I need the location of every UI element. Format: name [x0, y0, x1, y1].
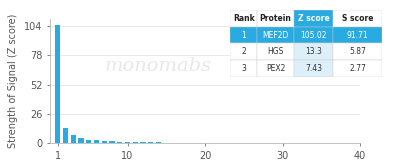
- Text: Protein: Protein: [260, 14, 292, 23]
- Bar: [294, 27, 333, 43]
- Bar: [117, 142, 122, 143]
- Bar: [125, 142, 130, 143]
- Bar: [230, 43, 257, 60]
- Bar: [70, 135, 76, 143]
- Bar: [230, 60, 257, 77]
- Text: 3: 3: [241, 64, 246, 73]
- Bar: [156, 142, 161, 143]
- Text: 2: 2: [241, 47, 246, 56]
- Bar: [333, 43, 382, 60]
- Bar: [132, 142, 138, 143]
- Bar: [164, 142, 169, 143]
- Text: 5.87: 5.87: [349, 47, 366, 56]
- Text: 91.71: 91.71: [347, 31, 368, 39]
- Bar: [148, 142, 154, 143]
- Bar: [230, 10, 257, 27]
- Bar: [102, 141, 107, 143]
- Text: MEF2D: MEF2D: [262, 31, 289, 39]
- Y-axis label: Strength of Signal (Z score): Strength of Signal (Z score): [8, 14, 18, 148]
- Text: 1: 1: [241, 31, 246, 39]
- Text: 13.3: 13.3: [305, 47, 322, 56]
- Bar: [333, 10, 382, 27]
- Bar: [109, 141, 115, 143]
- Text: S score: S score: [342, 14, 374, 23]
- Bar: [294, 10, 333, 27]
- Bar: [294, 60, 333, 77]
- Bar: [257, 43, 294, 60]
- Text: 105.02: 105.02: [300, 31, 327, 39]
- Bar: [63, 128, 68, 143]
- Bar: [257, 27, 294, 43]
- Bar: [140, 142, 146, 143]
- Text: 2.77: 2.77: [349, 64, 366, 73]
- Bar: [333, 60, 382, 77]
- Bar: [294, 43, 333, 60]
- Text: monomabs: monomabs: [105, 57, 212, 76]
- Bar: [94, 140, 99, 143]
- Bar: [171, 142, 177, 143]
- Text: Z score: Z score: [298, 14, 330, 23]
- Bar: [230, 27, 257, 43]
- Bar: [257, 60, 294, 77]
- Text: PEX2: PEX2: [266, 64, 285, 73]
- Text: HGS: HGS: [268, 47, 284, 56]
- Bar: [257, 10, 294, 27]
- Bar: [55, 25, 60, 143]
- Bar: [333, 27, 382, 43]
- Bar: [78, 138, 84, 143]
- Text: Rank: Rank: [233, 14, 254, 23]
- Text: 7.43: 7.43: [305, 64, 322, 73]
- Bar: [86, 140, 92, 143]
